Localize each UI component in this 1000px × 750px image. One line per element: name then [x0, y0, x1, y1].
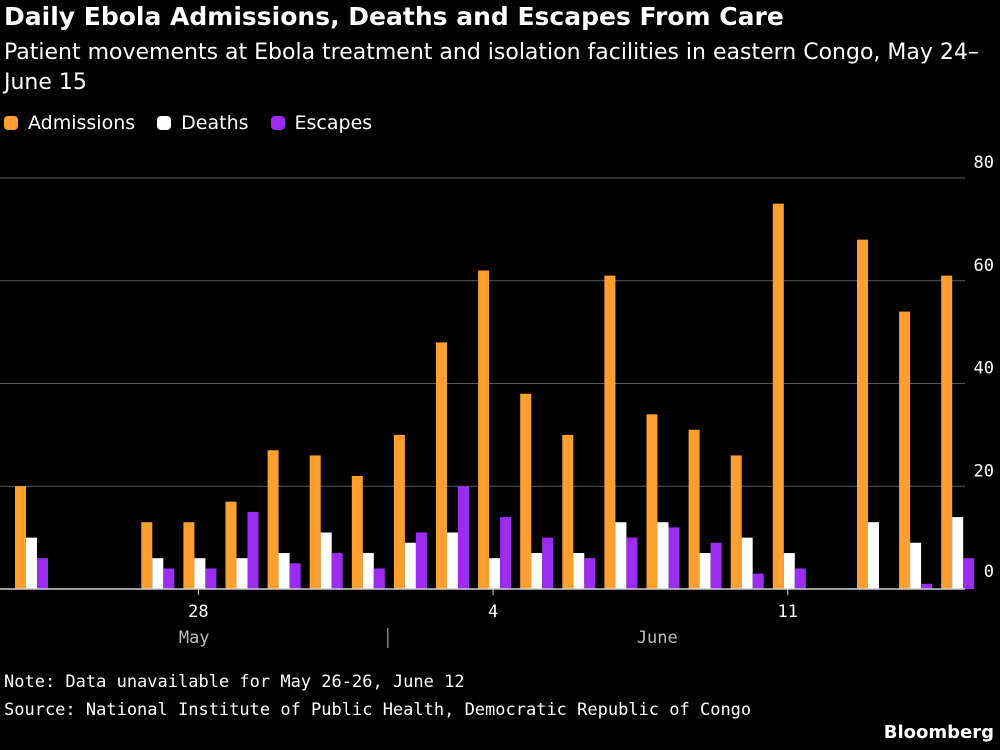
bar-escapes-0 [37, 558, 48, 589]
y-tick-label-0: 0 [984, 562, 994, 582]
legend-label-escapes: Escapes [294, 112, 373, 134]
bar-deaths-20 [868, 522, 879, 589]
chart-subtitle: Patient movements at Ebola treatment and… [4, 40, 979, 95]
bar-deaths-6 [278, 553, 290, 589]
bar-admissions-13 [562, 434, 574, 589]
bar-escapes-18 [794, 568, 806, 589]
bar-deaths-21 [910, 542, 922, 589]
legend-swatch-escapes [270, 116, 285, 130]
legend-label-admissions: Admissions [28, 112, 136, 134]
bar-deaths-17 [741, 537, 753, 589]
chart-title: Daily Ebola Admissions, Deaths and Escap… [4, 2, 784, 31]
month-label-june: June [637, 628, 678, 648]
y-tick-label-40: 40 [974, 359, 994, 379]
bar-deaths-22 [952, 517, 964, 589]
bar-deaths-12 [531, 553, 543, 589]
bloomberg-logo: Bloomberg [883, 722, 994, 743]
bar-escapes-5 [247, 511, 259, 589]
bar-admissions-20 [857, 239, 868, 589]
chart-note: Note: Data unavailable for May 26-26, Ju… [4, 672, 465, 692]
y-tick-label-60: 60 [974, 256, 994, 276]
bar-escapes-15 [668, 527, 680, 589]
bar-admissions-6 [267, 450, 279, 589]
bar-admissions-5 [225, 501, 237, 589]
bar-deaths-13 [573, 553, 585, 589]
bar-deaths-16 [699, 553, 711, 589]
bar-escapes-3 [163, 568, 175, 589]
bar-deaths-3 [152, 558, 164, 589]
bar-escapes-21 [921, 583, 933, 589]
bar-deaths-5 [236, 558, 248, 589]
legend-swatch-deaths [157, 116, 172, 130]
bar-admissions-17 [730, 455, 742, 589]
bar-admissions-0 [15, 486, 26, 589]
legend-item-deaths: Deaths [157, 112, 249, 134]
bar-escapes-12 [542, 537, 554, 589]
legend: Admissions Deaths Escapes [4, 112, 394, 134]
bar-deaths-8 [362, 553, 374, 589]
bar-escapes-17 [752, 573, 764, 589]
chart-source: Source: National Institute of Public Hea… [4, 700, 752, 720]
bar-escapes-11 [500, 517, 512, 589]
y-tick-label-80: 80 [974, 153, 994, 173]
legend-label-deaths: Deaths [181, 112, 249, 134]
bar-deaths-10 [447, 532, 458, 589]
legend-item-escapes: Escapes [270, 112, 373, 134]
legend-swatch-admissions [4, 116, 18, 130]
bar-admissions-14 [604, 275, 616, 589]
bar-escapes-8 [373, 568, 385, 589]
x-tick-label-4: 4 [488, 602, 498, 622]
bar-escapes-14 [626, 537, 638, 589]
bar-admissions-15 [646, 414, 658, 589]
bar-deaths-14 [615, 522, 627, 589]
bar-admissions-10 [436, 342, 447, 589]
month-label-may: May [179, 628, 210, 648]
bar-admissions-16 [688, 429, 700, 589]
bar-escapes-13 [584, 558, 596, 589]
bar-deaths-9 [404, 542, 416, 589]
bar-deaths-4 [194, 558, 206, 589]
bar-deaths-18 [783, 553, 795, 589]
bar-admissions-7 [309, 455, 321, 589]
bar-admissions-9 [393, 434, 405, 589]
bar-admissions-22 [941, 275, 953, 589]
legend-item-admissions: Admissions [4, 112, 135, 134]
x-tick-label-28: 28 [188, 602, 208, 622]
bar-escapes-16 [710, 542, 722, 589]
bar-admissions-12 [520, 393, 532, 589]
bar-admissions-18 [772, 203, 784, 589]
y-tick-label-20: 20 [974, 461, 994, 481]
bar-deaths-11 [489, 558, 501, 589]
bar-escapes-6 [289, 563, 301, 589]
bar-admissions-11 [478, 270, 490, 589]
bar-deaths-0 [26, 537, 37, 589]
bar-escapes-7 [331, 553, 343, 589]
bar-escapes-4 [205, 568, 217, 589]
bar-escapes-9 [415, 532, 427, 589]
x-tick-label-11: 11 [778, 602, 798, 622]
bar-admissions-3 [141, 522, 153, 589]
bar-deaths-15 [657, 522, 669, 589]
bar-admissions-8 [351, 475, 363, 589]
bar-escapes-10 [458, 486, 469, 589]
bar-admissions-21 [899, 311, 911, 589]
bar-escapes-22 [963, 558, 975, 589]
bar-admissions-4 [183, 522, 195, 589]
bar-deaths-7 [320, 532, 332, 589]
